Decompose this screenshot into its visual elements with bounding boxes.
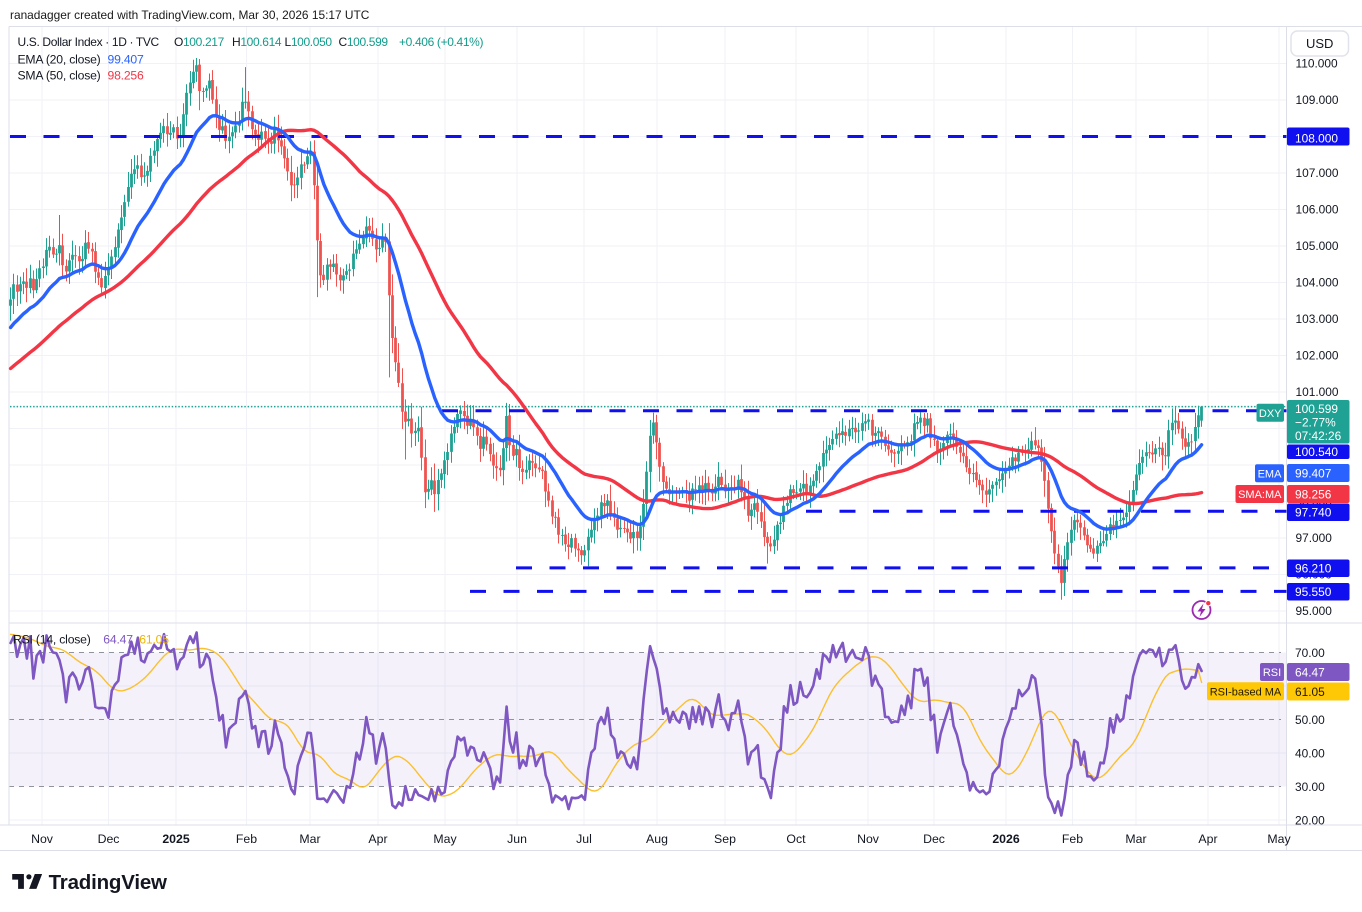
- svg-text:07:42:26: 07:42:26: [1295, 429, 1342, 443]
- svg-text:RSI: RSI: [1263, 667, 1281, 679]
- svg-text:RSI-based MA: RSI-based MA: [1210, 687, 1282, 699]
- svg-text:Sep: Sep: [714, 832, 736, 846]
- svg-text:98.256: 98.256: [108, 69, 144, 83]
- svg-text:−2.77%: −2.77%: [1295, 416, 1336, 430]
- svg-text:102.000: 102.000: [1296, 349, 1339, 363]
- svg-text:Apr: Apr: [1198, 832, 1217, 846]
- svg-text:70.00: 70.00: [1295, 646, 1325, 660]
- svg-text:97.740: 97.740: [1295, 506, 1332, 520]
- svg-text:Feb: Feb: [1062, 832, 1083, 846]
- svg-text:Feb: Feb: [236, 832, 257, 846]
- svg-text:107.000: 107.000: [1296, 166, 1339, 180]
- svg-text:+0.406 (+0.41%): +0.406 (+0.41%): [399, 35, 484, 49]
- svg-text:101.000: 101.000: [1296, 385, 1339, 399]
- svg-text:Mar: Mar: [1125, 832, 1146, 846]
- svg-text:2026: 2026: [992, 832, 1020, 846]
- svg-text:64.47: 64.47: [1295, 666, 1325, 680]
- svg-text:64.47: 64.47: [103, 633, 133, 647]
- svg-text:106.000: 106.000: [1296, 203, 1339, 217]
- svg-text:50.00: 50.00: [1295, 713, 1325, 727]
- svg-text:110.000: 110.000: [1296, 57, 1338, 71]
- svg-text:61.05: 61.05: [1295, 685, 1325, 699]
- svg-text:May: May: [1267, 832, 1291, 846]
- svg-text:97.000: 97.000: [1296, 531, 1333, 545]
- svg-text:40.00: 40.00: [1295, 746, 1325, 760]
- svg-text:Jul: Jul: [576, 832, 592, 846]
- svg-text:Nov: Nov: [857, 832, 880, 846]
- svg-text:Nov: Nov: [31, 832, 54, 846]
- svg-text:O100.217: O100.217: [174, 35, 225, 49]
- svg-text:99.407: 99.407: [108, 52, 144, 66]
- svg-text:EMA (20, close): EMA (20, close): [18, 52, 101, 66]
- svg-text:61.05: 61.05: [139, 633, 169, 647]
- svg-text:SMA (50, close): SMA (50, close): [18, 69, 101, 83]
- svg-text:109.000: 109.000: [1296, 93, 1339, 107]
- svg-text:H100.614: H100.614: [232, 35, 282, 49]
- svg-text:USD: USD: [1306, 36, 1333, 51]
- svg-text:Mar: Mar: [299, 832, 320, 846]
- svg-text:Dec: Dec: [923, 832, 945, 846]
- svg-text:100.599: 100.599: [1295, 402, 1338, 416]
- svg-text:Oct: Oct: [786, 832, 806, 846]
- svg-text:Dec: Dec: [98, 832, 120, 846]
- svg-text:Apr: Apr: [368, 832, 387, 846]
- svg-text:104.000: 104.000: [1296, 276, 1339, 290]
- svg-text:95.000: 95.000: [1296, 604, 1333, 618]
- svg-text:98.256: 98.256: [1295, 488, 1332, 502]
- svg-text:95.550: 95.550: [1295, 585, 1332, 599]
- svg-text:EMA: EMA: [1258, 469, 1283, 481]
- svg-text:100.540: 100.540: [1295, 445, 1338, 459]
- svg-text:RSI (14, close): RSI (14, close): [13, 633, 91, 647]
- svg-text:105.000: 105.000: [1296, 239, 1339, 253]
- svg-text:DXY: DXY: [1259, 408, 1282, 420]
- svg-text:C100.599: C100.599: [339, 35, 389, 49]
- svg-text:2025: 2025: [162, 832, 190, 846]
- svg-text:20.00: 20.00: [1295, 813, 1325, 827]
- svg-text:Aug: Aug: [646, 832, 668, 846]
- svg-text:L100.050: L100.050: [285, 35, 333, 49]
- svg-text:SMA:MA: SMA:MA: [1238, 489, 1282, 501]
- svg-text:ranadagger created with Tradin: ranadagger created with TradingView.com,…: [10, 8, 370, 22]
- svg-text:99.407: 99.407: [1295, 467, 1332, 481]
- svg-text:108.000: 108.000: [1295, 132, 1338, 146]
- svg-text:U.S. Dollar Index · 1D · TVC: U.S. Dollar Index · 1D · TVC: [18, 35, 160, 49]
- svg-text:96.210: 96.210: [1295, 562, 1332, 576]
- svg-text:May: May: [433, 832, 457, 846]
- svg-text:Jun: Jun: [507, 832, 527, 846]
- svg-text:103.000: 103.000: [1296, 312, 1339, 326]
- svg-text:TradingView: TradingView: [49, 871, 167, 894]
- svg-text:30.00: 30.00: [1295, 780, 1325, 794]
